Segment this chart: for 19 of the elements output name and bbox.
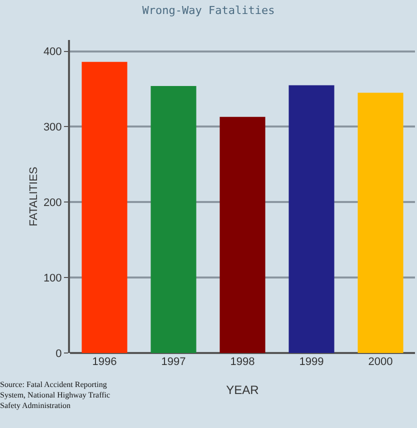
x-tick-label: 1996 bbox=[92, 356, 117, 368]
bar bbox=[358, 92, 404, 353]
y-tick-label: 200 bbox=[43, 197, 62, 210]
y-tick-label: 100 bbox=[43, 272, 62, 284]
chart-title: Wrong-Way Fatalities bbox=[142, 4, 275, 18]
y-tick-label: 400 bbox=[43, 46, 62, 58]
bar bbox=[150, 86, 196, 353]
y-tick-label: 300 bbox=[43, 122, 62, 134]
x-tick-label: 2000 bbox=[368, 356, 393, 368]
x-tick-label: 1998 bbox=[230, 356, 255, 368]
bar bbox=[82, 62, 128, 353]
bar bbox=[288, 85, 334, 353]
x-tick-label: 1997 bbox=[161, 356, 186, 368]
y-tick-label: 0 bbox=[56, 348, 62, 360]
source-note: Source: Fatal Accident Reporting System, National Highway Traffic Safety Administration bbox=[0, 380, 111, 410]
x-tick-label: 1999 bbox=[299, 356, 324, 368]
bar bbox=[220, 116, 266, 353]
x-axis-title: YEAR bbox=[226, 382, 260, 397]
y-axis-title: FATALITIES bbox=[28, 166, 40, 226]
